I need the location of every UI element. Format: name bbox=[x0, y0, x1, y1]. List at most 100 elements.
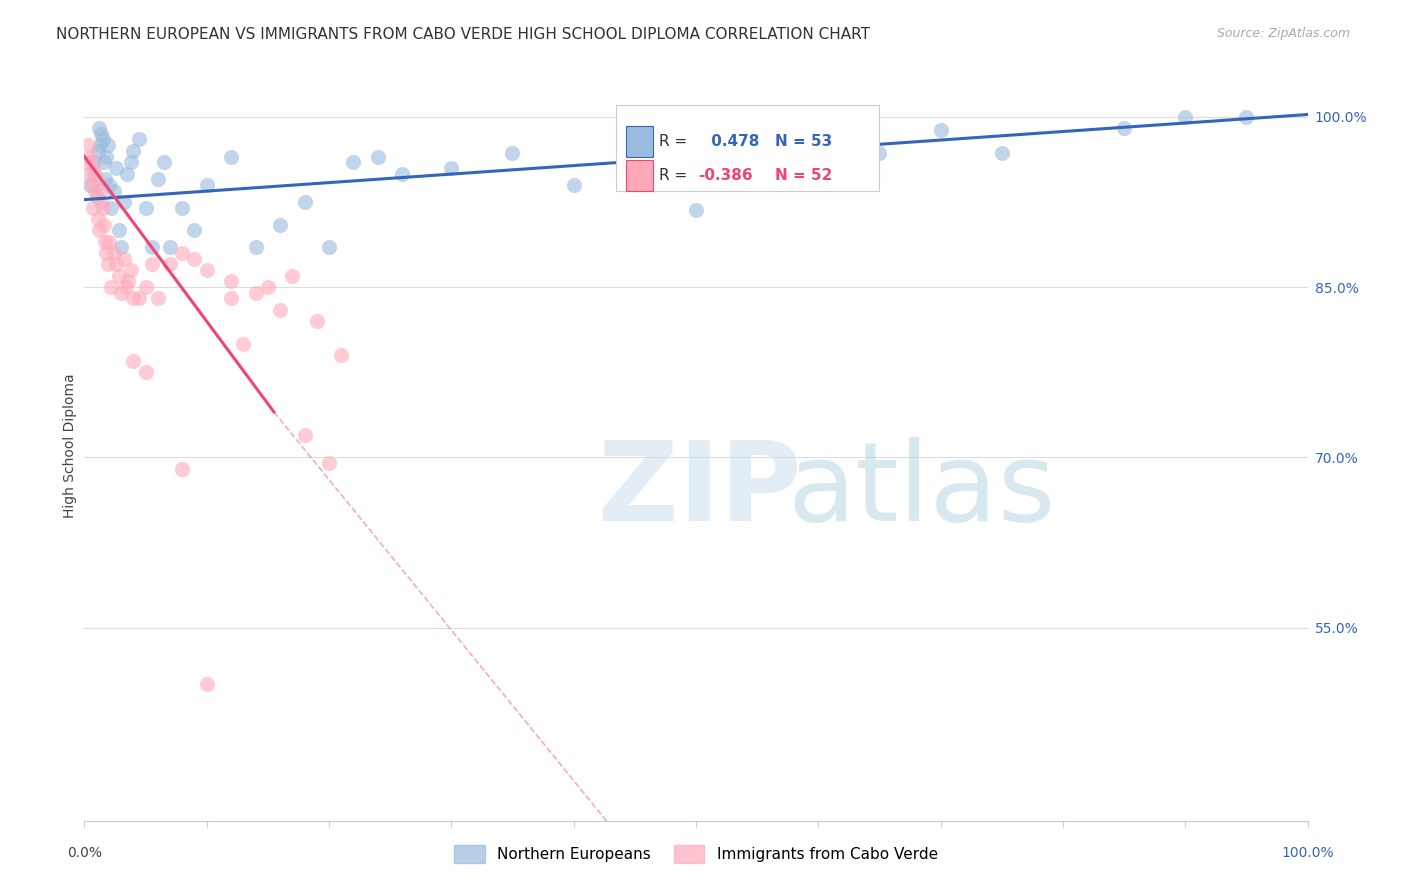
Text: R =: R = bbox=[659, 169, 688, 183]
Point bbox=[110, 285, 132, 300]
Point bbox=[110, 240, 132, 254]
Text: Source: ZipAtlas.com: Source: ZipAtlas.com bbox=[1216, 27, 1350, 40]
Point bbox=[305, 314, 328, 328]
Point bbox=[117, 274, 139, 288]
Point bbox=[294, 427, 316, 442]
Point bbox=[195, 677, 218, 691]
Point bbox=[87, 211, 110, 226]
Point bbox=[96, 149, 118, 163]
Point bbox=[105, 161, 128, 175]
Point bbox=[107, 223, 129, 237]
Point bbox=[245, 285, 267, 300]
Point bbox=[135, 201, 157, 215]
Point bbox=[77, 167, 100, 181]
Point bbox=[141, 257, 163, 271]
Point bbox=[79, 178, 101, 192]
Point bbox=[1174, 110, 1197, 124]
Point bbox=[115, 280, 138, 294]
FancyBboxPatch shape bbox=[626, 126, 654, 157]
Point bbox=[97, 257, 120, 271]
Point bbox=[96, 246, 118, 260]
Point bbox=[94, 235, 117, 249]
FancyBboxPatch shape bbox=[616, 105, 880, 191]
Point bbox=[624, 169, 647, 183]
Point bbox=[122, 354, 145, 368]
Point bbox=[87, 223, 110, 237]
Point bbox=[318, 456, 340, 470]
Point bbox=[112, 252, 135, 266]
Point bbox=[128, 292, 150, 306]
Text: atlas: atlas bbox=[787, 437, 1056, 544]
Point bbox=[195, 263, 218, 277]
Text: NORTHERN EUROPEAN VS IMMIGRANTS FROM CABO VERDE HIGH SCHOOL DIPLOMA CORRELATION : NORTHERN EUROPEAN VS IMMIGRANTS FROM CAB… bbox=[56, 27, 870, 42]
Point bbox=[100, 280, 122, 294]
Point bbox=[330, 348, 353, 362]
Point bbox=[135, 280, 157, 294]
Point bbox=[83, 161, 105, 175]
Point bbox=[128, 132, 150, 146]
Text: -0.386: -0.386 bbox=[699, 169, 754, 183]
Point bbox=[82, 155, 104, 169]
Point bbox=[257, 280, 280, 294]
Legend: Northern Europeans, Immigrants from Cabo Verde: Northern Europeans, Immigrants from Cabo… bbox=[449, 839, 943, 869]
Point bbox=[91, 201, 114, 215]
Point bbox=[232, 336, 254, 351]
Point bbox=[159, 240, 181, 254]
Point bbox=[122, 144, 145, 158]
Point bbox=[1236, 110, 1258, 124]
Point bbox=[120, 155, 142, 169]
Point bbox=[77, 138, 100, 153]
Point bbox=[159, 257, 181, 271]
Point bbox=[502, 146, 524, 161]
Point bbox=[562, 178, 585, 192]
Point bbox=[89, 138, 111, 153]
Text: 0.478: 0.478 bbox=[706, 134, 759, 149]
Point bbox=[367, 149, 389, 163]
Y-axis label: High School Diploma: High School Diploma bbox=[63, 374, 77, 518]
Point bbox=[440, 161, 463, 175]
Point bbox=[183, 223, 205, 237]
Point bbox=[97, 178, 120, 192]
Point bbox=[107, 268, 129, 283]
Point bbox=[112, 194, 135, 209]
Point bbox=[90, 194, 112, 209]
Point bbox=[991, 146, 1014, 161]
Point bbox=[91, 132, 114, 146]
Point bbox=[103, 184, 125, 198]
Point bbox=[103, 246, 125, 260]
Point bbox=[86, 189, 108, 203]
Point bbox=[219, 149, 242, 163]
Point bbox=[172, 461, 194, 475]
Point bbox=[195, 178, 218, 192]
Point bbox=[105, 257, 128, 271]
Point bbox=[807, 138, 830, 153]
Point bbox=[80, 178, 103, 192]
Point bbox=[76, 155, 98, 169]
Point bbox=[153, 155, 176, 169]
Point bbox=[93, 155, 115, 169]
Point bbox=[219, 292, 242, 306]
Text: R =: R = bbox=[659, 134, 688, 149]
Point bbox=[120, 263, 142, 277]
Point bbox=[146, 292, 169, 306]
Point bbox=[122, 292, 145, 306]
Point bbox=[135, 365, 157, 379]
Point bbox=[269, 218, 291, 232]
Point bbox=[294, 194, 316, 209]
Point bbox=[100, 201, 122, 215]
Point bbox=[79, 149, 101, 163]
Point bbox=[391, 167, 413, 181]
Point bbox=[84, 184, 107, 198]
Point bbox=[342, 155, 364, 169]
Point bbox=[97, 235, 120, 249]
Point bbox=[219, 274, 242, 288]
Text: ZIP: ZIP bbox=[598, 437, 801, 544]
Point bbox=[318, 240, 340, 254]
Text: N = 53: N = 53 bbox=[776, 134, 832, 149]
Point bbox=[269, 302, 291, 317]
Point bbox=[87, 144, 110, 158]
Point bbox=[115, 167, 138, 181]
FancyBboxPatch shape bbox=[626, 160, 654, 192]
Point bbox=[93, 218, 115, 232]
Point bbox=[1114, 121, 1136, 136]
